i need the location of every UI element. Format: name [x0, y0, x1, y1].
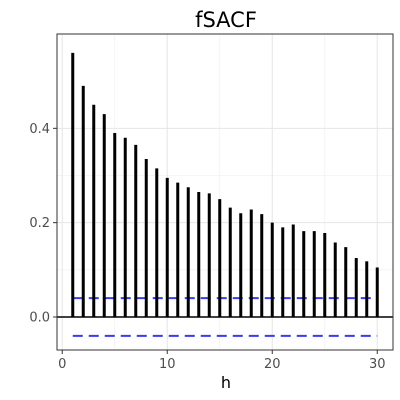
x-tick-label: 20	[264, 357, 281, 372]
y-tick-label: 0.0	[29, 310, 50, 325]
x-tick-label: 10	[159, 357, 176, 372]
chart-title: fSACF	[195, 8, 257, 32]
x-tick-label: 0	[58, 357, 66, 372]
y-tick-label: 0.2	[29, 216, 50, 231]
x-axis-label: h	[221, 373, 231, 392]
axes: 0 10 20 30 0.0 0.2 0.4	[29, 122, 385, 372]
x-tick-label: 30	[369, 357, 386, 372]
bars	[71, 52, 379, 317]
plot-panel	[56, 33, 394, 351]
grid	[57, 34, 393, 350]
reference-lines	[57, 297, 393, 337]
y-tick-label: 0.4	[29, 122, 50, 137]
